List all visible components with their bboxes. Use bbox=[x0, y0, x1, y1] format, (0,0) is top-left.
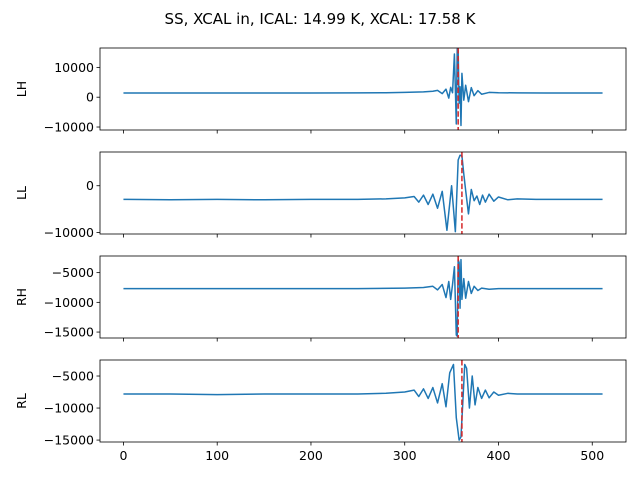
figure-title: SS, XCAL in, ICAL: 14.99 K, XCAL: 17.58 … bbox=[165, 10, 477, 28]
axes-frame bbox=[99, 47, 627, 131]
xtick-label: 500 bbox=[580, 448, 604, 463]
series-line bbox=[123, 48, 603, 127]
ytick-label: −15000 bbox=[44, 325, 94, 340]
ytick-label: 10000 bbox=[54, 60, 94, 75]
ytick-label: 0 bbox=[86, 90, 94, 105]
xtick-label: 400 bbox=[487, 448, 511, 463]
series-line bbox=[123, 258, 603, 337]
series-line bbox=[123, 363, 603, 441]
xtick-label: 300 bbox=[393, 448, 417, 463]
ytick-label: −10000 bbox=[44, 225, 94, 240]
ytick-label: 0 bbox=[86, 178, 94, 193]
ylabel: LH bbox=[14, 81, 29, 97]
ytick-label: −15000 bbox=[44, 433, 94, 448]
series-line bbox=[123, 154, 603, 233]
axes-frame bbox=[99, 255, 627, 339]
xtick-label: 0 bbox=[119, 448, 127, 463]
ytick-label: −10000 bbox=[44, 401, 94, 416]
ylabel: RL bbox=[14, 393, 29, 409]
ytick-label: −5000 bbox=[52, 369, 94, 384]
xtick-label: 200 bbox=[299, 448, 323, 463]
subplot-rh: −15000 −10000 −5000 RH bbox=[14, 255, 627, 342]
ylabel: LL bbox=[14, 186, 29, 200]
ytick-label: −5000 bbox=[52, 265, 94, 280]
ytick-label: −10000 bbox=[44, 120, 94, 135]
subplot-lh: −10000 0 10000 LH bbox=[14, 47, 627, 135]
axes-frame bbox=[99, 359, 627, 443]
axes-layer: −10000 0 10000 LH −10000 0 LL −15000 −10000 −5000… bbox=[14, 47, 627, 463]
ylabel: RH bbox=[14, 288, 29, 306]
axes-frame bbox=[99, 151, 627, 235]
subplot-rl: −15000 −10000 −5000 0 100 200 300 400 500 RL bbox=[14, 359, 627, 463]
xtick-label: 100 bbox=[205, 448, 229, 463]
ytick-label: −10000 bbox=[44, 295, 94, 310]
subplot-ll: −10000 0 LL bbox=[14, 151, 627, 240]
